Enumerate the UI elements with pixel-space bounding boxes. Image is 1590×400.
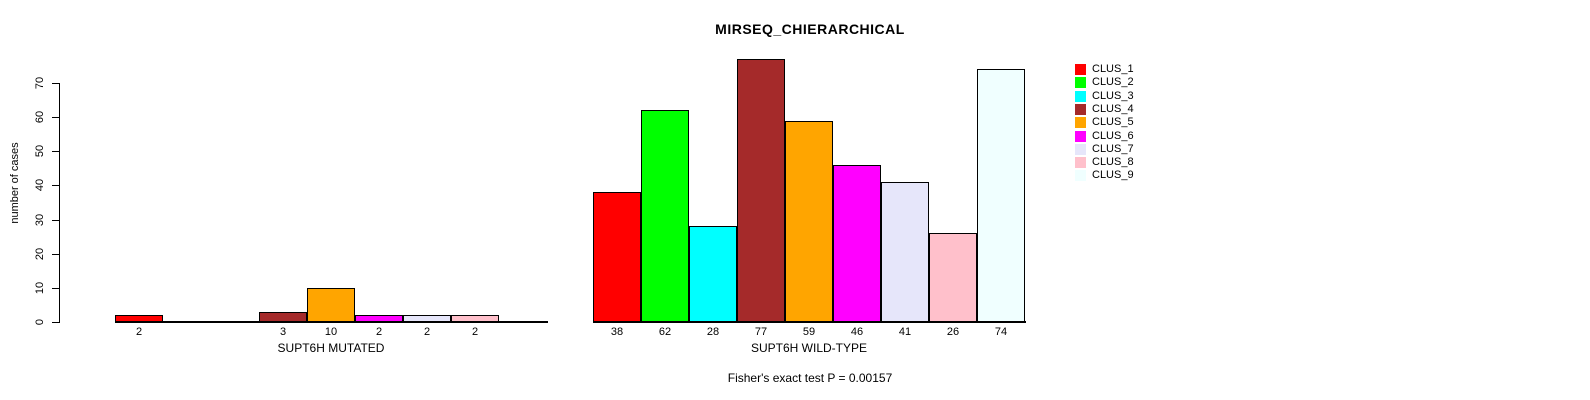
y-axis-tick bbox=[52, 185, 59, 187]
legend-label: CLUS_3 bbox=[1092, 90, 1134, 102]
legend-label: CLUS_5 bbox=[1092, 116, 1134, 128]
chart-title: MIRSEQ_CHIERARCHICAL bbox=[715, 21, 905, 37]
bar-clus_4 bbox=[737, 59, 785, 322]
legend-label: CLUS_2 bbox=[1092, 76, 1134, 88]
bar-clus_6 bbox=[355, 315, 403, 322]
bar-value-label: 77 bbox=[754, 326, 768, 338]
bar-clus_7 bbox=[881, 182, 929, 322]
legend-label: CLUS_9 bbox=[1092, 169, 1134, 181]
legend-label: CLUS_1 bbox=[1092, 63, 1134, 75]
bar-value-label: 59 bbox=[802, 326, 816, 338]
legend-swatch-clus_3 bbox=[1075, 91, 1086, 102]
legend-swatch-clus_9 bbox=[1075, 170, 1086, 181]
bar-clus_4 bbox=[259, 312, 307, 322]
group-label: SUPT6H WILD-TYPE bbox=[750, 341, 867, 355]
y-axis-tick bbox=[52, 287, 59, 289]
bar-clus_6 bbox=[833, 165, 881, 322]
bar-value-label: 2 bbox=[471, 326, 479, 338]
legend-swatch-clus_6 bbox=[1075, 131, 1086, 142]
legend-swatch-clus_5 bbox=[1075, 117, 1086, 128]
bar-clus_8 bbox=[929, 233, 977, 322]
y-axis-tick bbox=[52, 322, 59, 323]
legend-swatch-clus_1 bbox=[1075, 64, 1086, 75]
bar-clus_5 bbox=[785, 121, 833, 322]
bar-clus_7 bbox=[403, 315, 451, 322]
bar-value-label: 3 bbox=[279, 326, 287, 338]
bar-clus_1 bbox=[115, 315, 163, 322]
group-label: SUPT6H MUTATED bbox=[277, 341, 385, 355]
y-axis-tick bbox=[52, 253, 59, 255]
bar-value-label: 2 bbox=[375, 326, 383, 338]
legend-label: CLUS_4 bbox=[1092, 103, 1134, 115]
x-axis-baseline bbox=[593, 321, 1026, 323]
bar-value-label: 10 bbox=[324, 326, 338, 338]
bar-value-label: 38 bbox=[610, 326, 624, 338]
bar-value-label: 46 bbox=[850, 326, 864, 338]
bar-clus_1 bbox=[593, 192, 641, 322]
y-axis-tick bbox=[52, 151, 59, 153]
footer-note: Fisher's exact test P = 0.00157 bbox=[727, 371, 893, 385]
bar-value-label: 62 bbox=[658, 326, 672, 338]
y-axis-tick bbox=[52, 83, 59, 84]
bar-clus_9 bbox=[977, 69, 1025, 322]
x-axis-baseline bbox=[115, 321, 548, 323]
bar-value-label: 41 bbox=[898, 326, 912, 338]
legend-label: CLUS_8 bbox=[1092, 156, 1134, 168]
bar-value-label: 74 bbox=[994, 326, 1008, 338]
bar-value-label: 2 bbox=[135, 326, 143, 338]
y-axis-tick bbox=[52, 117, 59, 119]
legend-swatch-clus_4 bbox=[1075, 104, 1086, 115]
y-axis-tick bbox=[52, 219, 59, 221]
bar-value-label: 2 bbox=[423, 326, 431, 338]
legend-swatch-clus_8 bbox=[1075, 157, 1086, 168]
bar-clus_5 bbox=[307, 288, 355, 322]
legend-swatch-clus_7 bbox=[1075, 144, 1086, 155]
y-axis-line bbox=[59, 83, 60, 323]
legend-label: CLUS_7 bbox=[1092, 143, 1134, 155]
bar-clus_3 bbox=[689, 226, 737, 322]
bar-clus_2 bbox=[641, 110, 689, 322]
bar-value-label: 26 bbox=[946, 326, 960, 338]
legend-label: CLUS_6 bbox=[1092, 130, 1134, 142]
legend-swatch-clus_2 bbox=[1075, 77, 1086, 88]
bar-value-label: 28 bbox=[706, 326, 720, 338]
bar-clus_8 bbox=[451, 315, 499, 322]
